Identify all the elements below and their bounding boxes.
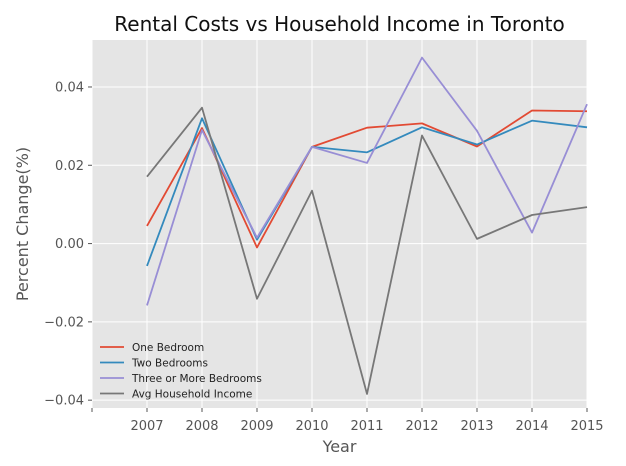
x-tick-label: 2009 <box>240 419 273 434</box>
legend-label: Two Bedrooms <box>131 358 208 370</box>
x-tick-label: 2014 <box>515 419 548 434</box>
x-tick-label: 2012 <box>405 419 438 434</box>
x-tick-label: 2013 <box>460 419 493 434</box>
x-tick-label: 2011 <box>350 419 383 434</box>
legend-label: Avg Household Income <box>132 389 252 401</box>
x-tick-label: 2010 <box>295 419 328 434</box>
legend-label: Three or More Bedrooms <box>131 373 262 385</box>
x-tick-label: 2007 <box>130 419 163 434</box>
y-tick-label: −0.04 <box>44 394 84 409</box>
x-tick-label: 2015 <box>570 419 603 434</box>
y-tick-label: 0.00 <box>55 237 84 252</box>
y-tick-label: 0.02 <box>55 159 84 174</box>
y-axis-title: Percent Change(%) <box>13 147 32 301</box>
chart-title: Rental Costs vs Household Income in Toro… <box>114 12 564 36</box>
x-tick-label: 2008 <box>185 419 218 434</box>
legend-label: One Bedroom <box>132 342 204 354</box>
y-tick-label: −0.02 <box>44 315 84 330</box>
x-axis-title: Year <box>322 437 357 456</box>
y-tick-label: 0.04 <box>55 80 84 95</box>
